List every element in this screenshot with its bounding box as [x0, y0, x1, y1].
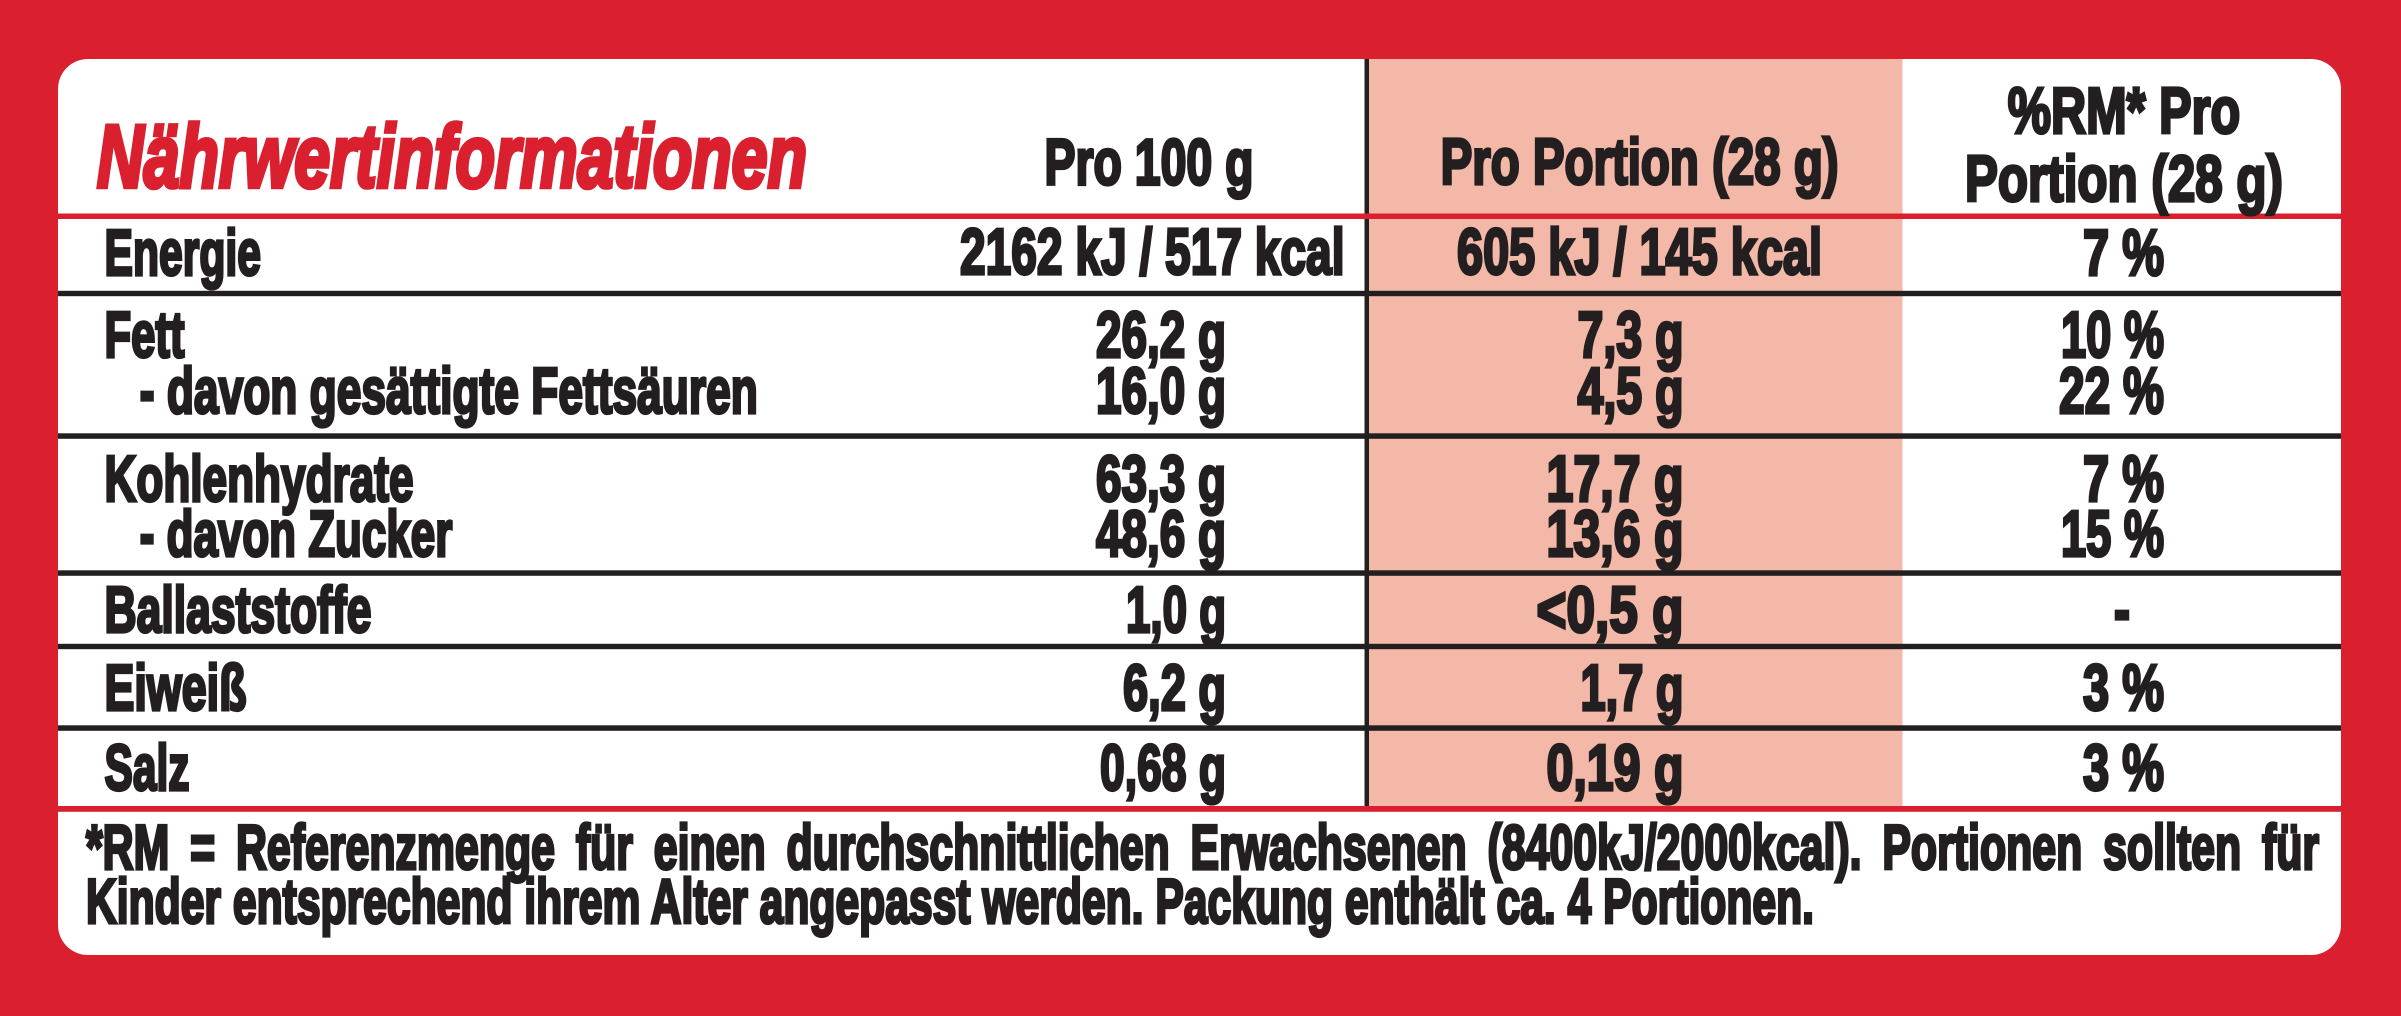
svg-text:16,0 g: 16,0 g [1096, 354, 1226, 427]
svg-text:Energie: Energie [105, 216, 262, 289]
svg-text:Kinder entsprechend ihrem Alte: Kinder entsprechend ihrem Alter angepass… [86, 867, 1814, 937]
svg-text:1,0 g: 1,0 g [1126, 573, 1226, 646]
svg-text:Eiweiß: Eiweiß [105, 651, 247, 724]
svg-text:15 %: 15 % [2061, 497, 2164, 570]
svg-text:26,2 g: 26,2 g [1096, 298, 1226, 371]
svg-text:7 %: 7 % [2083, 442, 2164, 515]
svg-text:Pro Portion (28 g): Pro Portion (28 g) [1441, 125, 1839, 198]
svg-text:Salz: Salz [105, 731, 190, 804]
svg-text:17,7 g: 17,7 g [1547, 442, 1684, 515]
svg-text:605 kJ / 145 kcal: 605 kJ / 145 kcal [1457, 215, 1822, 288]
svg-text:63,3 g: 63,3 g [1096, 442, 1226, 515]
svg-text:Ballaststoffe: Ballaststoffe [105, 573, 372, 646]
svg-text:Nährwertinformationen: Nährwertinformationen [97, 106, 807, 206]
svg-text:7 %: 7 % [2083, 216, 2164, 289]
svg-text:%RM* Pro: %RM* Pro [2008, 74, 2241, 147]
svg-text:22 %: 22 % [2059, 354, 2164, 427]
svg-text:48,6 g: 48,6 g [1096, 497, 1226, 570]
svg-text:2162 kJ / 517 kcal: 2162 kJ / 517 kcal [960, 215, 1345, 288]
svg-text:1,7 g: 1,7 g [1581, 651, 1684, 724]
svg-text:Portion (28 g): Portion (28 g) [1965, 142, 2283, 215]
svg-text:0,19 g: 0,19 g [1547, 731, 1684, 804]
svg-text:13,6 g: 13,6 g [1547, 497, 1684, 570]
svg-text:- davon gesättigte Fettsäuren: - davon gesättigte Fettsäuren [140, 354, 758, 427]
svg-text:0,68 g: 0,68 g [1100, 731, 1226, 804]
svg-text:3 %: 3 % [2083, 651, 2164, 724]
svg-text:- davon Zucker: - davon Zucker [140, 497, 453, 570]
svg-text:Pro 100 g: Pro 100 g [1045, 126, 1254, 199]
svg-text:-: - [2114, 573, 2130, 646]
svg-text:Kohlenhydrate: Kohlenhydrate [105, 442, 414, 515]
svg-text:6,2 g: 6,2 g [1123, 651, 1226, 724]
svg-text:10 %: 10 % [2061, 298, 2164, 371]
svg-text:<0,5 g: <0,5 g [1537, 573, 1684, 646]
svg-text:7,3 g: 7,3 g [1578, 298, 1684, 371]
svg-text:3 %: 3 % [2083, 731, 2164, 804]
svg-text:Fett: Fett [105, 298, 185, 371]
svg-text:4,5 g: 4,5 g [1578, 354, 1684, 427]
